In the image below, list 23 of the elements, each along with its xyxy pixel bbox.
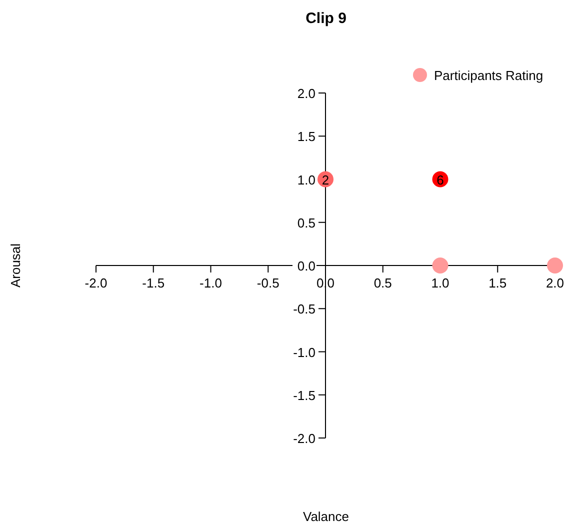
x-tick-label: -2.0 bbox=[84, 276, 108, 290]
x-tick-label: -1.0 bbox=[200, 276, 222, 290]
x-tick-label: 2.0 bbox=[546, 276, 564, 290]
x-tick-label: 1.5 bbox=[488, 276, 507, 290]
y-tick-label: 1.5 bbox=[297, 129, 316, 144]
annotation: 2 bbox=[322, 172, 330, 188]
annotation: 6 bbox=[436, 172, 444, 188]
y-axis-title: Arousal bbox=[8, 243, 23, 288]
y-tick-label: 0.5 bbox=[297, 215, 316, 230]
x-tick-label: -1.5 bbox=[142, 276, 165, 290]
y-tick-label: 2.0 bbox=[297, 86, 316, 101]
x-tick-label: -0.5 bbox=[256, 276, 280, 290]
y-tick-label: 1.0 bbox=[297, 172, 316, 188]
y-tick-label: -2.0 bbox=[293, 431, 316, 446]
y-tick-label: -1.0 bbox=[293, 344, 316, 360]
y-tick-label: -1.5 bbox=[293, 388, 316, 403]
chart-title: Clip 9 bbox=[306, 10, 346, 27]
legend-label: Participants Rating bbox=[434, 68, 544, 83]
y-tick-label: 0.0 bbox=[297, 258, 316, 274]
x-tick-label: 1.0 bbox=[431, 276, 450, 290]
x-tick-label: 0.5 bbox=[374, 276, 392, 290]
y-tick-label: -0.5 bbox=[293, 302, 316, 317]
x-axis-title: Valance bbox=[302, 509, 350, 524]
